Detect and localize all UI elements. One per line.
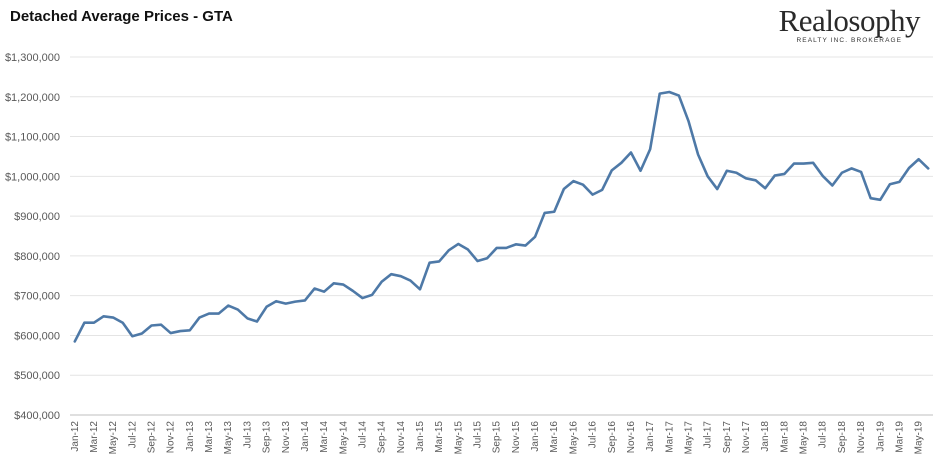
x-tick-label: Mar-16: [549, 421, 560, 453]
x-tick-label: Jul-17: [703, 421, 714, 449]
x-tick-label: Nov-16: [626, 421, 637, 454]
x-tick-label: Jan-16: [530, 421, 541, 452]
y-tick-label: $600,000: [14, 330, 60, 342]
x-tick-label: Nov-17: [741, 421, 752, 454]
y-tick-label: $1,100,000: [5, 132, 60, 144]
x-tick-label: May-15: [453, 421, 464, 455]
x-tick-label: Jan-12: [70, 421, 81, 452]
x-tick-label: Jul-13: [242, 421, 253, 449]
x-tick-label: Sep-17: [722, 421, 733, 454]
chart-title: Detached Average Prices - GTA: [10, 8, 233, 25]
series-line: [73, 90, 930, 343]
x-tick-label: May-16: [568, 421, 579, 455]
x-tick-label: May-12: [108, 421, 119, 455]
x-tick-label: May-19: [914, 421, 925, 455]
x-tick-label: Sep-13: [262, 421, 273, 454]
x-tick-label: Jan-19: [875, 421, 886, 452]
x-tick-label: Sep-12: [147, 421, 158, 454]
x-tick-label: Jul-16: [588, 421, 599, 449]
x-tick-label: Mar-12: [89, 421, 100, 453]
x-tick-label: Sep-16: [607, 421, 618, 454]
x-tick-label: Jan-14: [300, 421, 311, 452]
y-tick-label: $800,000: [14, 251, 60, 263]
y-tick-label: $400,000: [14, 410, 60, 422]
y-tick-label: $500,000: [14, 370, 60, 382]
x-tick-label: May-18: [799, 421, 810, 455]
x-tick-label: Jan-15: [415, 421, 426, 452]
x-tick-label: Nov-18: [856, 421, 867, 454]
y-tick-label: $1,200,000: [5, 92, 60, 104]
x-tick-label: Mar-17: [664, 421, 675, 453]
x-tick-label: May-13: [223, 421, 234, 455]
x-tick-label: Jan-18: [760, 421, 771, 452]
x-tick-label: Mar-15: [434, 421, 445, 453]
x-tick-label: Jan-13: [185, 421, 196, 452]
x-tick-label: Sep-14: [377, 421, 388, 454]
x-tick-label: Mar-19: [894, 421, 905, 453]
x-tick-label: Jul-15: [473, 421, 484, 449]
x-tick-label: Nov-15: [511, 421, 522, 454]
y-tick-label: $700,000: [14, 291, 60, 303]
x-tick-label: Jul-18: [818, 421, 829, 449]
x-tick-label: Jan-17: [645, 421, 656, 452]
x-tick-label: Jul-14: [357, 421, 368, 449]
y-tick-label: $1,300,000: [5, 52, 60, 64]
x-axis-ticks: Jan-12 Mar-12 May-12 Jul-12 Sep-12 Nov-12 Jan-…: [70, 421, 925, 455]
y-axis-ticks: $400,000 $500,000 $600,000 $700,000 $800,000…: [5, 52, 60, 422]
brand-logo: Realosophy REALTY INC. BROKERAGE: [778, 3, 921, 45]
x-tick-label: Sep-18: [837, 421, 848, 454]
logo-subtitle: REALTY INC. BROKERAGE: [796, 37, 903, 44]
x-tick-label: May-14: [338, 421, 349, 455]
x-tick-label: Mar-13: [204, 421, 215, 453]
gridlines: [70, 56, 933, 376]
x-tick-label: Sep-15: [492, 421, 503, 454]
y-tick-label: $900,000: [14, 211, 60, 223]
x-tick-label: Nov-13: [281, 421, 292, 454]
x-tick-label: Jul-12: [127, 421, 138, 449]
x-tick-label: Mar-14: [319, 421, 330, 453]
y-tick-label: $1,000,000: [5, 171, 60, 183]
x-tick-label: Nov-12: [166, 421, 177, 454]
x-tick-label: May-17: [683, 421, 694, 455]
x-tick-label: Mar-18: [779, 421, 790, 453]
logo-wordmark: Realosophy: [778, 3, 921, 38]
x-tick-label: Nov-14: [396, 421, 407, 454]
